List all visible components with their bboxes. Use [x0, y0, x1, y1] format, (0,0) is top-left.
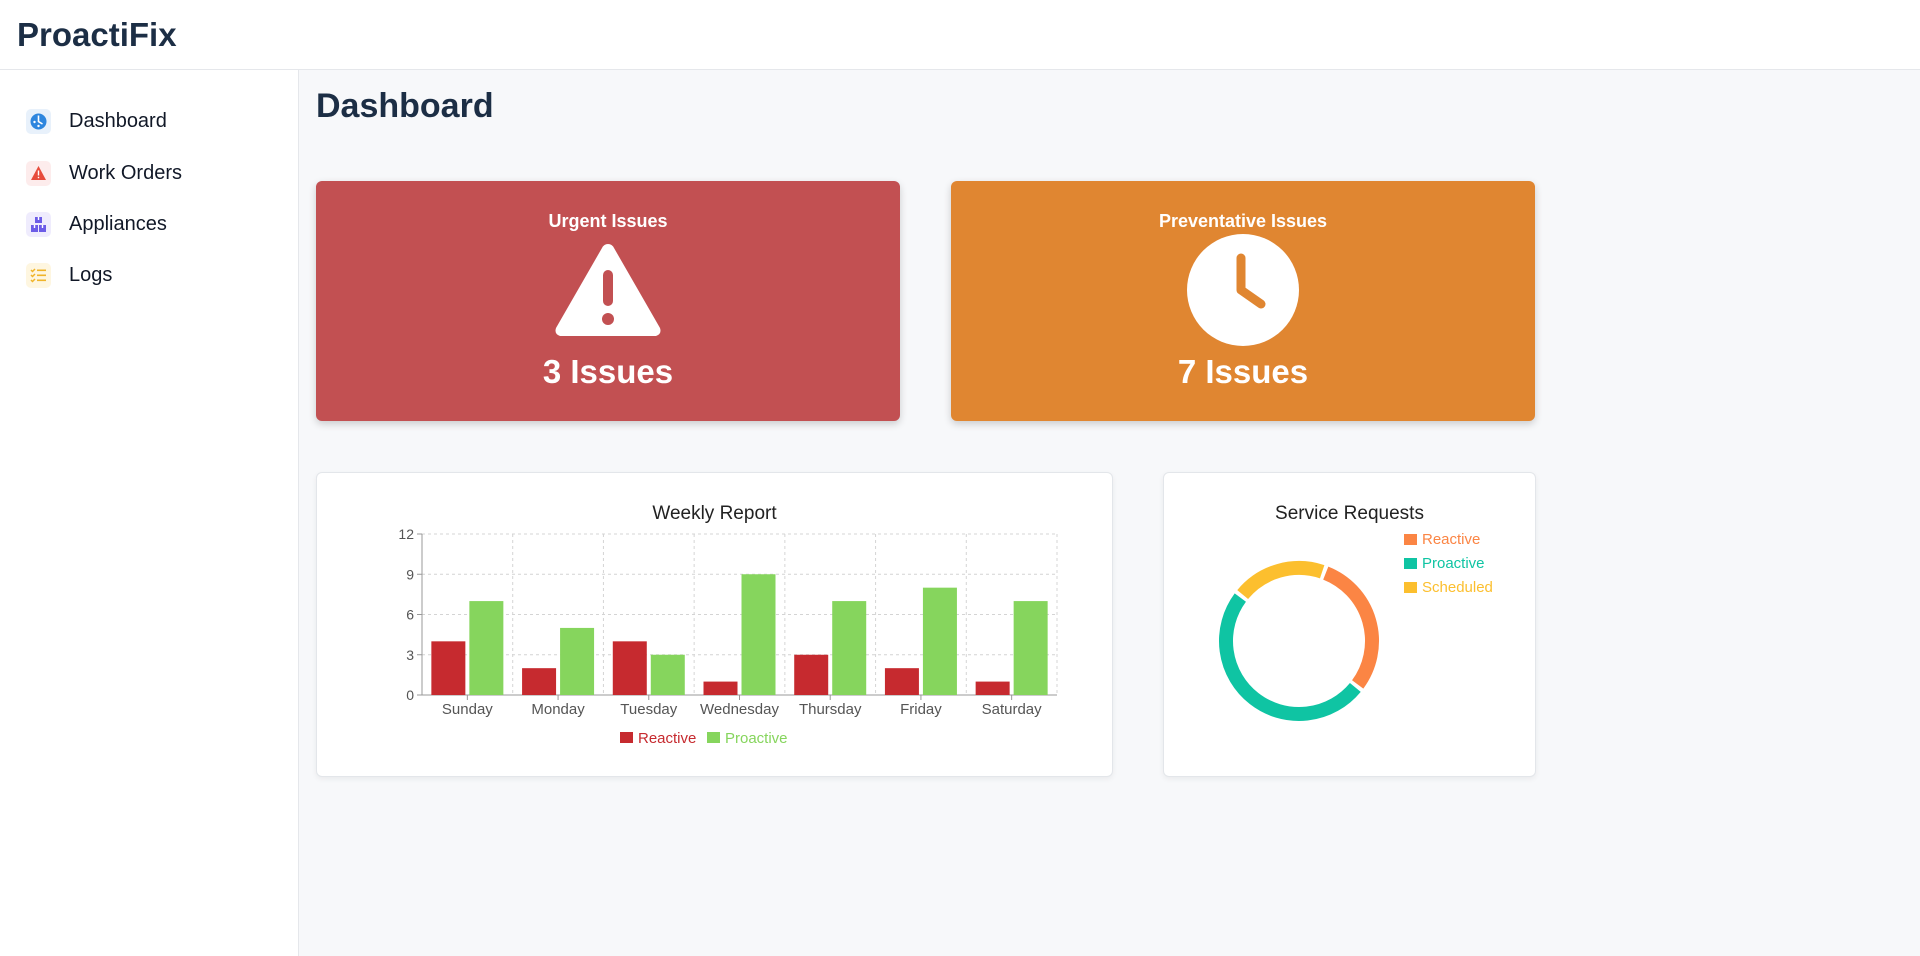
- legend-item-reactive[interactable]: Reactive: [620, 730, 696, 747]
- sidebar-item-label: Appliances: [69, 212, 167, 235]
- legend-item-proactive[interactable]: Proactive: [1404, 555, 1485, 572]
- urgent-issues-count: 3 Issues: [542, 353, 674, 390]
- bar-reactive-friday[interactable]: [884, 668, 919, 695]
- warning-triangle-icon: [316, 236, 900, 340]
- y-tick-label: 12: [398, 526, 414, 542]
- legend-label: Proactive: [725, 730, 788, 747]
- weekly-report-chart: 0 3 6 9 12 Sunday Monday Tuesday Wednesday Thursd…: [398, 526, 1058, 747]
- sidebar-item-label: Logs: [69, 263, 113, 286]
- sidebar-item-dashboard[interactable]: Dashboard: [26, 106, 167, 136]
- legend-item-proactive[interactable]: Proactive: [707, 730, 788, 747]
- y-tick-label: 3: [406, 647, 414, 663]
- bar-reactive-thursday[interactable]: [794, 654, 829, 695]
- x-tick-label: Thursday: [799, 701, 862, 718]
- legend-item-scheduled[interactable]: Scheduled: [1404, 579, 1493, 596]
- service-requests-panel: Service Requests Reactive Proactive Schedu…: [1163, 472, 1536, 777]
- weekly-report-panel: Weekly Report 0 3 6 9 12 Sunday Monday Tuesday W…: [316, 472, 1113, 777]
- urgent-issues-card[interactable]: Urgent Issues 3 Issues: [316, 181, 900, 421]
- main-content: Dashboard Urgent Issues 3 Issues Prevent…: [300, 71, 1920, 956]
- chart-grid: [422, 533, 1058, 695]
- bar-proactive-thursday[interactable]: [832, 601, 867, 695]
- y-tick-label: 6: [406, 607, 414, 623]
- bar-proactive-friday[interactable]: [922, 587, 957, 695]
- legend-label: Reactive: [638, 730, 696, 747]
- legend-swatch: [1404, 558, 1417, 569]
- legend-swatch: [1404, 534, 1417, 545]
- sidebar: Dashboard Work Orders Appliances Logs: [0, 70, 299, 956]
- service-requests-title: Service Requests: [1275, 503, 1424, 524]
- legend-swatch: [1404, 582, 1417, 593]
- warning-icon: [26, 160, 51, 186]
- legend-swatch: [707, 732, 720, 743]
- bar-reactive-wednesday[interactable]: [703, 681, 738, 695]
- sidebar-item-logs[interactable]: Logs: [26, 260, 112, 290]
- service-requests-chart: Reactive Proactive Scheduled: [1219, 531, 1493, 721]
- urgent-issues-title: Urgent Issues: [548, 211, 668, 231]
- sidebar-item-appliances[interactable]: Appliances: [26, 209, 167, 239]
- x-tick-label: Tuesday: [620, 701, 677, 718]
- page-title: Dashboard: [316, 87, 494, 125]
- weekly-report-title: Weekly Report: [652, 503, 777, 524]
- y-tick-label: 9: [406, 566, 414, 582]
- sidebar-item-work-orders[interactable]: Work Orders: [26, 158, 182, 188]
- boxes-icon: [26, 211, 51, 237]
- bar-proactive-tuesday[interactable]: [650, 654, 685, 695]
- slice-reactive[interactable]: [1322, 566, 1379, 689]
- sidebar-item-label: Work Orders: [69, 161, 182, 184]
- x-tick-label: Sunday: [442, 701, 493, 718]
- top-bar: ProactiFix: [0, 0, 1920, 70]
- bar-reactive-saturday[interactable]: [975, 681, 1010, 695]
- slice-scheduled[interactable]: [1237, 561, 1325, 600]
- legend-label: Reactive: [1422, 531, 1480, 548]
- bar-reactive-monday[interactable]: [522, 668, 557, 695]
- checklist-icon: [26, 262, 51, 288]
- legend-label: Proactive: [1422, 555, 1485, 572]
- bar-reactive-tuesday[interactable]: [612, 641, 647, 695]
- x-tick-label: Saturday: [982, 701, 1043, 718]
- bar-proactive-wednesday[interactable]: [741, 574, 776, 695]
- preventative-issues-card[interactable]: Preventative Issues 7 Issues: [951, 181, 1535, 421]
- bar-proactive-sunday[interactable]: [469, 601, 504, 695]
- x-tick-label: Friday: [900, 701, 942, 718]
- x-tick-label: Wednesday: [700, 701, 779, 718]
- clock-icon: [951, 234, 1535, 348]
- dashboard-icon: [26, 108, 51, 134]
- bar-reactive-sunday[interactable]: [431, 641, 466, 695]
- y-tick-label: 0: [406, 687, 414, 703]
- legend-item-reactive[interactable]: Reactive: [1404, 531, 1480, 548]
- app-logo[interactable]: ProactiFix: [17, 16, 177, 53]
- legend-label: Scheduled: [1422, 579, 1493, 596]
- x-tick-label: Monday: [531, 701, 585, 718]
- legend-swatch: [620, 732, 633, 743]
- preventative-issues-count: 7 Issues: [1177, 353, 1309, 390]
- bar-proactive-monday[interactable]: [560, 627, 595, 695]
- sidebar-item-label: Dashboard: [69, 109, 167, 132]
- bar-proactive-saturday[interactable]: [1013, 601, 1048, 695]
- preventative-issues-title: Preventative Issues: [1158, 211, 1328, 231]
- slice-proactive[interactable]: [1219, 593, 1361, 721]
